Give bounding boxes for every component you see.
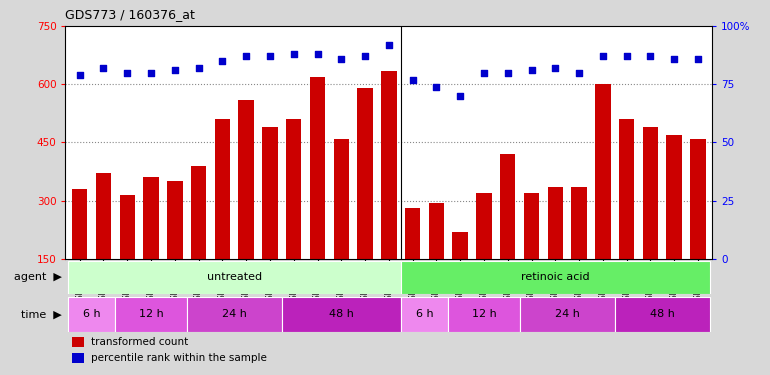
Bar — [357, 88, 373, 259]
Bar — [239, 100, 254, 259]
Bar — [405, 209, 420, 259]
Point — [145, 70, 157, 76]
Bar — [143, 177, 159, 259]
Point — [454, 93, 467, 99]
Text: time  ▶: time ▶ — [21, 309, 62, 320]
Text: 6 h: 6 h — [83, 309, 100, 320]
Point — [121, 70, 133, 76]
Bar — [614, 297, 710, 332]
Point — [621, 54, 633, 60]
Bar — [310, 76, 325, 259]
Point — [74, 72, 86, 78]
Bar — [381, 71, 397, 259]
Point — [264, 54, 276, 60]
Text: percentile rank within the sample: percentile rank within the sample — [92, 353, 267, 363]
Point — [97, 65, 109, 71]
Bar — [400, 297, 448, 332]
Bar — [453, 232, 468, 259]
Point — [216, 58, 229, 64]
Text: untreated: untreated — [206, 273, 262, 282]
Point — [597, 54, 609, 60]
Point — [192, 65, 205, 71]
Bar — [116, 297, 186, 332]
Bar — [282, 297, 400, 332]
Point — [691, 56, 704, 62]
Bar — [286, 119, 302, 259]
Point — [407, 77, 419, 83]
Bar — [476, 193, 492, 259]
Point — [644, 54, 657, 60]
Text: 12 h: 12 h — [139, 309, 163, 320]
Point — [525, 68, 537, 74]
Bar — [643, 127, 658, 259]
Bar — [400, 261, 710, 294]
Text: 48 h: 48 h — [329, 309, 353, 320]
Bar — [524, 193, 539, 259]
Bar — [167, 181, 182, 259]
Point — [383, 42, 395, 48]
Bar — [619, 119, 634, 259]
Text: agent  ▶: agent ▶ — [14, 273, 62, 282]
Bar — [333, 139, 349, 259]
Point — [311, 51, 323, 57]
Bar — [186, 297, 282, 332]
Bar — [95, 174, 111, 259]
Point — [430, 84, 443, 90]
Point — [501, 70, 514, 76]
Bar — [191, 166, 206, 259]
Bar — [500, 154, 515, 259]
Point — [359, 54, 371, 60]
Bar — [263, 127, 278, 259]
Bar — [68, 261, 400, 294]
Text: 12 h: 12 h — [471, 309, 497, 320]
Point — [478, 70, 490, 76]
Point — [573, 70, 585, 76]
Point — [240, 54, 253, 60]
Bar — [429, 202, 444, 259]
Bar — [68, 297, 116, 332]
Point — [549, 65, 561, 71]
Text: retinoic acid: retinoic acid — [521, 273, 590, 282]
Text: GDS773 / 160376_at: GDS773 / 160376_at — [65, 8, 196, 21]
Bar — [215, 119, 230, 259]
Text: 6 h: 6 h — [416, 309, 434, 320]
Point — [335, 56, 347, 62]
Bar — [547, 187, 563, 259]
Bar — [72, 352, 84, 363]
Text: transformed count: transformed count — [92, 337, 189, 347]
Bar — [571, 187, 587, 259]
Bar — [667, 135, 682, 259]
Text: 24 h: 24 h — [222, 309, 246, 320]
Point — [287, 51, 300, 57]
Text: 24 h: 24 h — [554, 309, 580, 320]
Bar — [520, 297, 614, 332]
Point — [169, 68, 181, 74]
Text: 48 h: 48 h — [650, 309, 675, 320]
Point — [668, 56, 681, 62]
Bar — [448, 297, 520, 332]
Bar — [119, 195, 135, 259]
Bar — [595, 84, 611, 259]
Bar — [72, 189, 88, 259]
Bar — [690, 139, 706, 259]
Bar — [72, 337, 84, 347]
